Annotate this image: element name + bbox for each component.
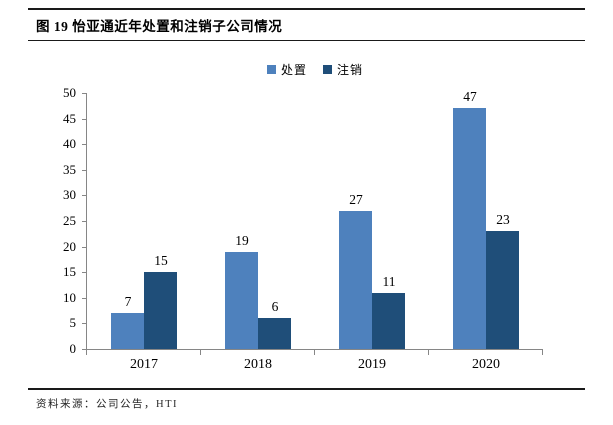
legend-swatch-icon	[266, 64, 276, 74]
x-axis-tick	[200, 350, 201, 355]
bar-2017-chuzhi	[111, 313, 144, 349]
y-axis-tick-label: 40	[63, 136, 76, 151]
figure-title: 图 19 怡亚通近年处置和注销子公司情况	[36, 19, 283, 34]
y-axis-tick-label: 10	[63, 290, 76, 305]
x-axis-line	[86, 349, 543, 350]
bar-value-label: 47	[463, 89, 477, 104]
y-axis-tick-label: 20	[63, 239, 76, 254]
x-axis-tick	[542, 350, 543, 355]
y-axis-tick	[82, 247, 86, 248]
x-axis-category-label: 2018	[244, 357, 272, 372]
bar-value-label: 7	[124, 294, 132, 309]
bar-2017-zhuxiao	[144, 272, 177, 349]
y-axis-tick-label: 15	[63, 264, 76, 279]
y-axis-tick	[82, 349, 86, 350]
y-axis-tick-label: 5	[69, 315, 77, 330]
y-axis-tick	[82, 93, 86, 94]
source-note: 资料来源：公司公告，HTI	[36, 399, 178, 410]
bar-2019-chuzhi	[339, 211, 372, 349]
y-axis-tick	[82, 298, 86, 299]
bar-value-label: 23	[496, 212, 510, 227]
bar-value-label: 27	[349, 192, 363, 207]
y-axis-tick	[82, 119, 86, 120]
title-underline-rule	[28, 40, 585, 41]
x-axis-category-label: 2020	[472, 357, 500, 372]
legend-item-zhuxiao: 注销	[323, 61, 363, 78]
y-axis-tick	[82, 221, 86, 222]
bottom-rule	[28, 388, 585, 390]
y-axis-tick-label: 25	[63, 213, 76, 228]
chart-legend: 处置 注销	[87, 61, 543, 77]
legend-swatch-icon	[323, 64, 332, 74]
y-axis-tick-label: 30	[63, 187, 76, 202]
bar-2020-chuzhi	[453, 108, 486, 349]
bar-2018-chuzhi	[225, 252, 258, 349]
bar-value-label: 15	[154, 253, 168, 268]
y-axis-line	[86, 93, 87, 350]
x-axis-tick	[86, 350, 87, 355]
bar-value-label: 11	[382, 274, 396, 289]
legend-label: 注销	[337, 62, 364, 77]
legend-label: 处置	[280, 62, 307, 77]
bar-value-label: 6	[271, 299, 279, 314]
x-axis-category-label: 2019	[358, 357, 386, 372]
y-axis-tick	[82, 272, 86, 273]
x-axis-category-label: 2017	[130, 357, 158, 372]
x-axis-tick	[428, 350, 429, 355]
y-axis-tick-label: 45	[63, 111, 76, 126]
bar-2019-zhuxiao	[372, 293, 405, 349]
y-axis-tick-label: 35	[63, 162, 76, 177]
bar-2020-zhuxiao	[486, 231, 519, 349]
y-axis-tick-label: 0	[69, 341, 77, 356]
y-axis-tick	[82, 323, 86, 324]
y-axis-tick-label: 50	[63, 85, 76, 100]
legend-item-chuzhi: 处置	[266, 61, 307, 78]
y-axis-tick	[82, 144, 86, 145]
y-axis-tick	[82, 170, 86, 171]
bar-2018-zhuxiao	[258, 318, 291, 349]
x-axis-tick	[314, 350, 315, 355]
y-axis-tick	[82, 195, 86, 196]
bar-value-label: 19	[235, 233, 249, 248]
top-rule	[28, 8, 585, 10]
